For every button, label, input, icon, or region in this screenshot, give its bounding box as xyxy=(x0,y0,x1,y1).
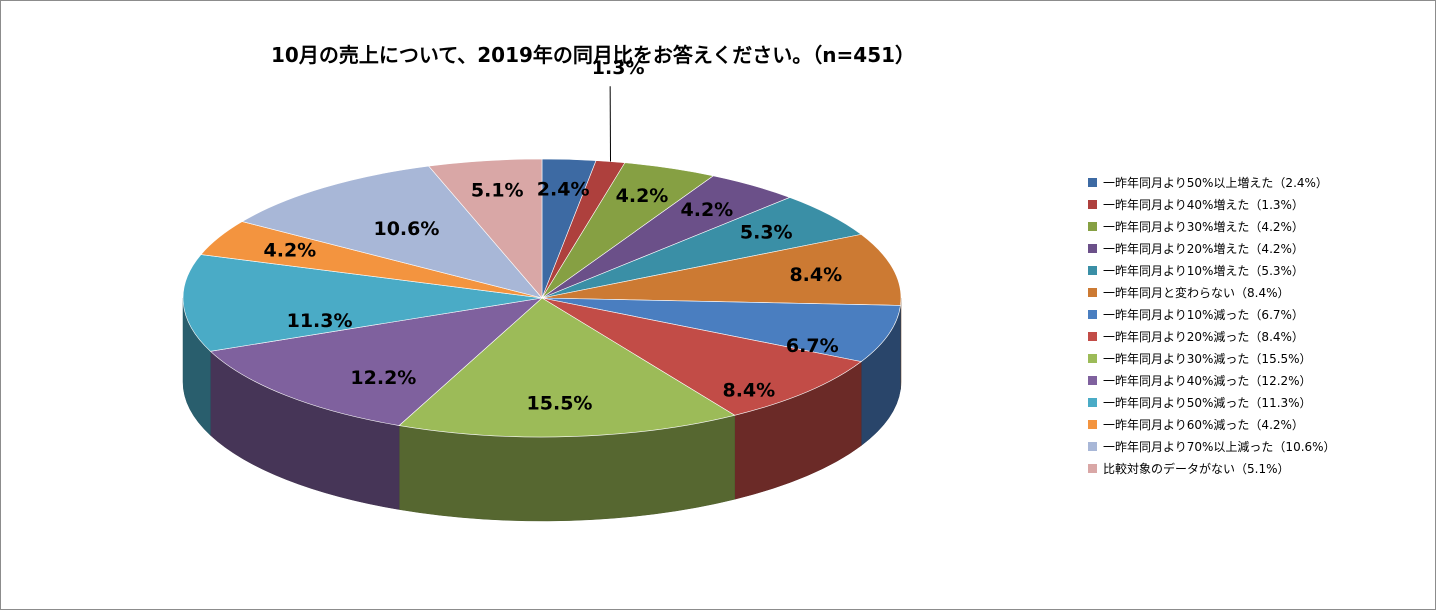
data-label-3: 4.2% xyxy=(616,185,669,207)
legend-label-13: 一昨年同月より70%以上減った（10.6%） xyxy=(1103,439,1336,454)
data-label-12: 4.2% xyxy=(264,239,317,261)
legend-label-14: 比較対象のデータがない（5.1%） xyxy=(1103,461,1290,476)
legend-item-4: 一昨年同月より20%増えた（4.2%） xyxy=(1088,237,1336,259)
pie-side-walls xyxy=(182,297,902,522)
pie-data-labels: 2.4% 1.3% 4.2% 4.2% 5.3% 8.4% 6.7% 8.4% 15.5% 12.… xyxy=(264,57,843,415)
pie-slice-8 xyxy=(541,297,862,416)
legend-item-7: 一昨年同月より10%減った（6.7%） xyxy=(1088,303,1336,325)
pie-slice-13 xyxy=(241,165,543,299)
legend-swatch-13 xyxy=(1088,441,1097,451)
legend-swatch-4 xyxy=(1088,243,1097,253)
legend-label-3: 一昨年同月より30%増えた（4.2%） xyxy=(1103,219,1304,234)
legend-item-13: 一昨年同月より70%以上減った（10.6%） xyxy=(1088,435,1336,457)
legend-item-9: 一昨年同月より30%減った（15.5%） xyxy=(1088,347,1336,369)
legend-swatch-8 xyxy=(1088,331,1097,341)
legend-swatch-5 xyxy=(1088,265,1097,275)
legend-swatch-3 xyxy=(1088,221,1097,231)
legend-item-6: 一昨年同月と変わらない（8.4%） xyxy=(1088,281,1336,303)
legend-swatch-9 xyxy=(1088,353,1097,363)
data-label-14: 5.1% xyxy=(471,179,524,201)
legend-swatch-14 xyxy=(1088,463,1097,473)
legend-label-2: 一昨年同月より40%増えた（1.3%） xyxy=(1103,197,1304,212)
pie-chart: 2.4% 1.3% 4.2% 4.2% 5.3% 8.4% 6.7% 8.4% 15.5% 12.… xyxy=(182,57,902,522)
legend-label-4: 一昨年同月より20%増えた（4.2%） xyxy=(1103,241,1304,256)
legend-label-8: 一昨年同月より20%減った（8.4%） xyxy=(1103,329,1304,344)
chart-title: 10月の売上について、2019年の同月比をお答えください。（n=451） xyxy=(271,43,916,67)
legend-label-12: 一昨年同月より60%減った（4.2%） xyxy=(1103,417,1304,432)
pie-slice-6 xyxy=(541,234,902,306)
legend-item-8: 一昨年同月より20%減った（8.4%） xyxy=(1088,325,1336,347)
pie-slice-9 xyxy=(398,297,736,438)
legend-swatch-7 xyxy=(1088,309,1097,319)
legend-item-12: 一昨年同月より60%減った（4.2%） xyxy=(1088,413,1336,435)
legend-swatch-2 xyxy=(1088,199,1097,209)
data-label-5: 5.3% xyxy=(740,222,793,244)
legend: 一昨年同月より50%以上増えた（2.4%） 一昨年同月より40%増えた（1.3%）… xyxy=(1088,171,1336,479)
pie-slice-14 xyxy=(428,158,543,299)
legend-swatch-1 xyxy=(1088,177,1097,187)
data-label-1: 2.4% xyxy=(537,178,590,200)
legend-item-14: 比較対象のデータがない（5.1%） xyxy=(1088,457,1336,479)
pie-slice-10 xyxy=(209,297,543,426)
legend-label-9: 一昨年同月より30%減った（15.5%） xyxy=(1103,351,1312,366)
data-label-7: 6.7% xyxy=(786,335,839,357)
legend-swatch-10 xyxy=(1088,375,1097,385)
legend-item-2: 一昨年同月より40%増えた（1.3%） xyxy=(1088,193,1336,215)
legend-item-10: 一昨年同月より40%減った（12.2%） xyxy=(1088,369,1336,391)
legend-label-10: 一昨年同月より40%減った（12.2%） xyxy=(1103,373,1312,388)
pie-slice-11 xyxy=(182,254,543,352)
legend-label-1: 一昨年同月より50%以上増えた（2.4%） xyxy=(1103,175,1328,190)
legend-swatch-11 xyxy=(1088,397,1097,407)
data-label-2: 1.3% xyxy=(592,57,645,79)
legend-item-5: 一昨年同月より10%増えた（5.3%） xyxy=(1088,259,1336,281)
legend-label-6: 一昨年同月と変わらない（8.4%） xyxy=(1103,285,1290,300)
legend-swatch-12 xyxy=(1088,419,1097,429)
data-label-4: 4.2% xyxy=(681,199,734,221)
legend-item-1: 一昨年同月より50%以上増えた（2.4%） xyxy=(1088,171,1336,193)
legend-swatch-6 xyxy=(1088,287,1097,297)
data-label-10: 12.2% xyxy=(350,367,416,389)
data-label-13: 10.6% xyxy=(373,218,439,240)
data-label-6: 8.4% xyxy=(789,264,842,286)
pie-top-faces xyxy=(182,158,902,438)
data-label-8: 8.4% xyxy=(722,380,775,402)
legend-label-5: 一昨年同月より10%増えた（5.3%） xyxy=(1103,263,1304,278)
legend-item-3: 一昨年同月より30%増えた（4.2%） xyxy=(1088,215,1336,237)
legend-label-11: 一昨年同月より50%減った（11.3%） xyxy=(1103,395,1312,410)
data-label-9: 15.5% xyxy=(527,392,593,414)
legend-label-7: 一昨年同月より10%減った（6.7%） xyxy=(1103,307,1304,322)
legend-item-11: 一昨年同月より50%減った（11.3%） xyxy=(1088,391,1336,413)
data-label-11: 11.3% xyxy=(287,310,353,332)
pie-slice-7 xyxy=(541,297,901,362)
